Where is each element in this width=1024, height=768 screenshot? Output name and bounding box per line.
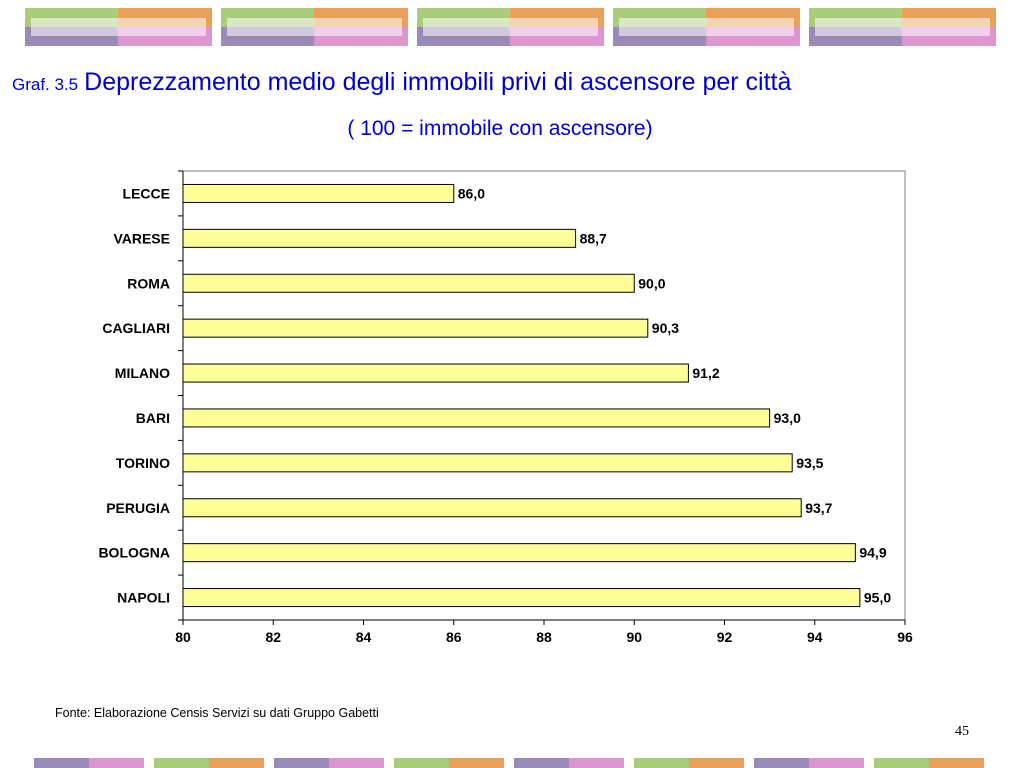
value-label: 93,7 xyxy=(805,500,832,516)
category-label: ROMA xyxy=(127,275,170,291)
x-tick-label: 88 xyxy=(536,629,552,645)
decorative-block xyxy=(754,758,864,768)
value-label: 95,0 xyxy=(864,590,891,606)
value-label: 88,7 xyxy=(580,230,607,246)
category-label: TORINO xyxy=(116,455,170,471)
bar-napoli xyxy=(182,588,861,608)
decorative-block xyxy=(221,8,408,46)
x-tick-label: 90 xyxy=(626,629,642,645)
category-label: BOLOGNA xyxy=(98,545,170,561)
value-label: 90,0 xyxy=(638,275,665,291)
bar-varese xyxy=(182,228,577,248)
decorative-block xyxy=(274,758,384,768)
chart-title-text: Deprezzamento medio degli immobili privi… xyxy=(84,68,792,96)
x-tick-label: 92 xyxy=(717,629,733,645)
category-label: VARESE xyxy=(113,230,170,246)
decorative-block xyxy=(417,8,604,46)
decorative-block xyxy=(514,758,624,768)
category-label: NAPOLI xyxy=(117,590,170,606)
category-label: LECCE xyxy=(123,185,170,201)
bar-perugia xyxy=(182,498,802,518)
category-label: MILANO xyxy=(115,365,170,381)
x-tick-label: 96 xyxy=(897,629,913,645)
value-label: 93,5 xyxy=(796,455,823,471)
x-tick-label: 84 xyxy=(356,629,372,645)
chart-title: Graf. 3.5 Deprezzamento medio degli immob… xyxy=(12,68,791,97)
x-tick-label: 94 xyxy=(807,629,823,645)
chart-subtitle: ( 100 = immobile con ascensore) xyxy=(347,117,653,140)
value-label: 93,0 xyxy=(774,410,801,426)
x-tick-label: 80 xyxy=(175,629,191,645)
page-number: 45 xyxy=(955,724,969,739)
decorative-block xyxy=(394,758,504,768)
bar-torino xyxy=(182,453,793,473)
value-label: 90,3 xyxy=(652,320,679,336)
decorative-block xyxy=(154,758,264,768)
bar-bari xyxy=(182,408,771,428)
x-tick-label: 86 xyxy=(446,629,462,645)
category-label: CAGLIARI xyxy=(102,320,170,336)
decorative-header-band xyxy=(25,8,996,46)
bar-chart: 80 82 84 86 88 90 92 94 96 LECCE 86,0 VARESE 88,7 ROM… xyxy=(98,170,913,645)
decorative-block xyxy=(613,8,800,46)
decorative-block xyxy=(34,758,144,768)
bar-lecce xyxy=(182,183,455,203)
decorative-block xyxy=(874,758,984,768)
value-label: 94,9 xyxy=(859,545,886,561)
chart-number: Graf. 3.5 xyxy=(12,75,79,94)
decorative-block xyxy=(634,758,744,768)
bar-bologna xyxy=(182,543,856,563)
decorative-footer-band xyxy=(34,758,984,768)
bar-cagliari xyxy=(182,318,649,338)
category-label: PERUGIA xyxy=(106,500,170,516)
x-tick-label: 82 xyxy=(265,629,281,645)
category-label: BARI xyxy=(136,410,170,426)
source-note: Fonte: Elaborazione Censis Servizi su da… xyxy=(55,706,379,720)
bar-roma xyxy=(182,273,635,293)
decorative-block xyxy=(25,8,212,46)
value-label: 91,2 xyxy=(692,365,719,381)
value-label: 86,0 xyxy=(458,185,485,201)
decorative-block xyxy=(809,8,996,46)
bar-milano xyxy=(182,363,689,383)
